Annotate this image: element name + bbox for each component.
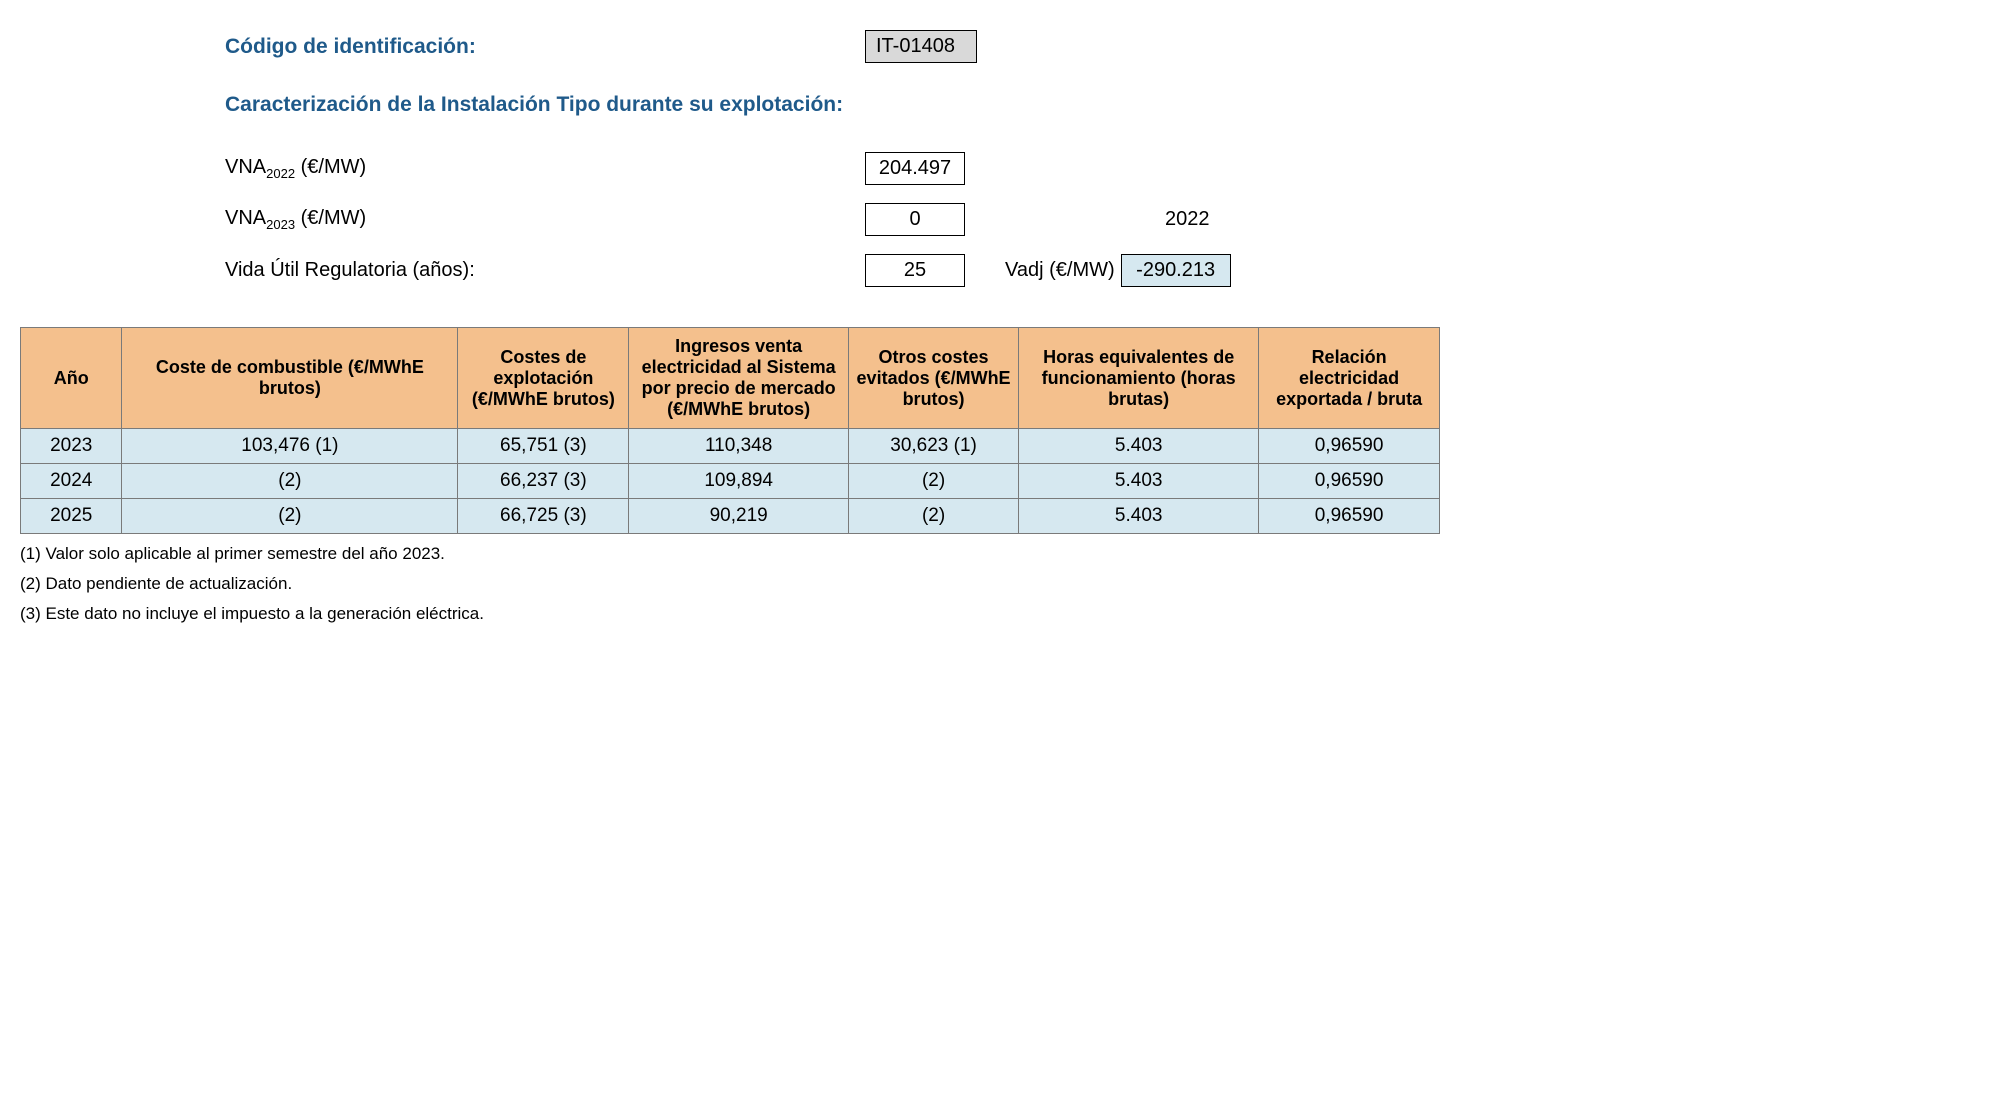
cell-other: (2) — [848, 499, 1018, 534]
cell-other: 30,623 (1) — [848, 429, 1018, 464]
data-table: Año Coste de combustible (€/MWhE brutos)… — [20, 327, 1440, 534]
th-hours: Horas equivalentes de funcionamiento (ho… — [1019, 328, 1259, 429]
cell-fuel: (2) — [122, 499, 458, 534]
code-label: Código de identificación: — [225, 35, 865, 59]
th-year: Año — [21, 328, 122, 429]
cell-opex: 65,751 (3) — [458, 429, 629, 464]
code-row: Código de identificación: IT-01408 — [225, 30, 1980, 63]
vna2023-label: VNA2023 (€/MW) — [225, 207, 865, 232]
vna2023-unit: (€/MW) — [295, 207, 366, 229]
vadj-label: Vadj (€/MW) — [1005, 259, 1115, 282]
table-row: 2023 103,476 (1) 65,751 (3) 110,348 30,6… — [21, 429, 1440, 464]
footnote-1: (1) Valor solo aplicable al primer semes… — [20, 544, 1980, 564]
table-row: 2024 (2) 66,237 (3) 109,894 (2) 5.403 0,… — [21, 464, 1440, 499]
th-income: Ingresos venta electricidad al Sistema p… — [629, 328, 849, 429]
vna2023-row: VNA2023 (€/MW) 0 2022 — [225, 203, 1980, 236]
table-row: 2025 (2) 66,725 (3) 90,219 (2) 5.403 0,9… — [21, 499, 1440, 534]
vna2022-value: 204.497 — [865, 152, 965, 185]
cell-income: 90,219 — [629, 499, 849, 534]
cell-year: 2024 — [21, 464, 122, 499]
vna2022-prefix: VNA — [225, 156, 266, 178]
section-title: Caracterización de la Instalación Tipo d… — [225, 93, 1980, 117]
footnote-3: (3) Este dato no incluye el impuesto a l… — [20, 604, 1980, 624]
cell-ratio: 0,96590 — [1259, 429, 1440, 464]
th-fuel: Coste de combustible (€/MWhE brutos) — [122, 328, 458, 429]
vna2023-sub: 2023 — [266, 217, 295, 232]
cell-income: 110,348 — [629, 429, 849, 464]
vida-label: Vida Útil Regulatoria (años): — [225, 259, 865, 282]
vida-row: Vida Útil Regulatoria (años): 25 Vadj (€… — [225, 254, 1980, 287]
th-opex: Costes de explotación (€/MWhE brutos) — [458, 328, 629, 429]
cell-other: (2) — [848, 464, 1018, 499]
cell-year: 2025 — [21, 499, 122, 534]
cell-opex: 66,237 (3) — [458, 464, 629, 499]
vna2022-row: VNA2022 (€/MW) 204.497 — [225, 152, 1980, 185]
code-value: IT-01408 — [865, 30, 977, 63]
footnotes: (1) Valor solo aplicable al primer semes… — [20, 544, 1980, 624]
cell-hours: 5.403 — [1019, 499, 1259, 534]
vna2023-prefix: VNA — [225, 207, 266, 229]
table-body: 2023 103,476 (1) 65,751 (3) 110,348 30,6… — [21, 429, 1440, 534]
header-block: Código de identificación: IT-01408 Carac… — [225, 30, 1980, 287]
cell-hours: 5.403 — [1019, 429, 1259, 464]
vna2022-sub: 2022 — [266, 166, 295, 181]
vna2022-label: VNA2022 (€/MW) — [225, 156, 865, 181]
extra-year: 2022 — [1165, 208, 1210, 231]
cell-ratio: 0,96590 — [1259, 499, 1440, 534]
cell-income: 109,894 — [629, 464, 849, 499]
cell-ratio: 0,96590 — [1259, 464, 1440, 499]
vida-value: 25 — [865, 254, 965, 287]
vna2022-unit: (€/MW) — [295, 156, 366, 178]
vna2023-value: 0 — [865, 203, 965, 236]
table-header-row: Año Coste de combustible (€/MWhE brutos)… — [21, 328, 1440, 429]
cell-year: 2023 — [21, 429, 122, 464]
cell-hours: 5.403 — [1019, 464, 1259, 499]
cell-fuel: (2) — [122, 464, 458, 499]
cell-fuel: 103,476 (1) — [122, 429, 458, 464]
th-other: Otros costes evitados (€/MWhE brutos) — [848, 328, 1018, 429]
th-ratio: Relación electricidad exportada / bruta — [1259, 328, 1440, 429]
footnote-2: (2) Dato pendiente de actualización. — [20, 574, 1980, 594]
vadj-value: -290.213 — [1121, 254, 1231, 287]
cell-opex: 66,725 (3) — [458, 499, 629, 534]
